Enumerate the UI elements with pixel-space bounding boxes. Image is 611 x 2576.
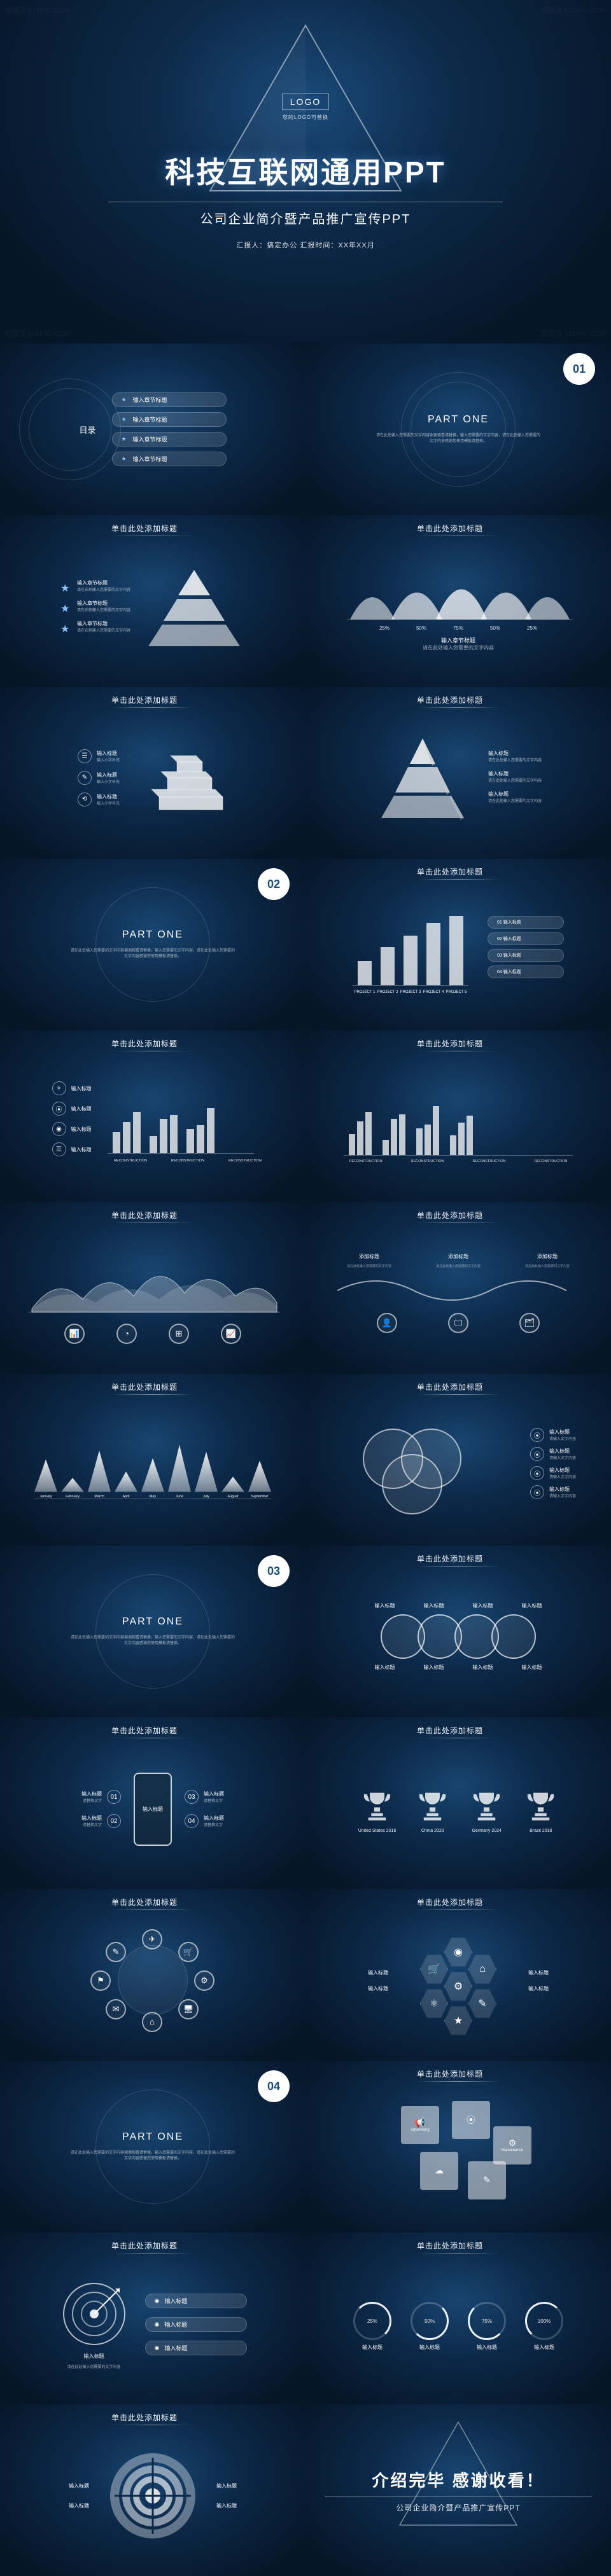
squares-slide: 单击此处添加标题 📢Advertising ⦿ ⚙Maintenance ☁ ✎: [306, 2061, 611, 2233]
list-item: ☰输入标题输入小字补充: [78, 749, 120, 763]
circles4-slide: 单击此处添加标题 输入标题输入标题输入标题输入标题 输入标题输入标题输入标题输入…: [306, 1546, 611, 1717]
area-chart: [25, 1249, 280, 1319]
peaks-chart: [344, 562, 573, 623]
dir-item: ★输入章节标题: [112, 392, 227, 407]
grid-icon: ⊞: [169, 1324, 189, 1344]
dials-slide: 单击此处添加标题 25%输入标题 50%输入标题 75%输入标题 100%输入标…: [306, 2233, 611, 2404]
cones9-slide: 单击此处添加标题 54%January 23%February 68%March…: [0, 1374, 306, 1546]
venn3-slide: 单击此处添加标题 ⦿输入标题请输入文字内容 ⦿输入标题请输入文字内容 ⦿输入标题…: [306, 1374, 611, 1546]
timeline-slide: 单击此处添加标题 添加标题请在此处输入您需要的文字内容 添加标题请在此处输入您需…: [306, 1202, 611, 1374]
peaks5-slide: 单击此处添加标题 25%50%75%50%25% 输入章节标题 请在此处输入您需…: [306, 515, 611, 687]
part-desc: 请在此处输入您需要的文字内容谢谢观看请替换，输入您需要的文字内容，请在此处输入您…: [376, 433, 541, 445]
steps-3d: [139, 740, 228, 816]
watermark: 图精灵 616PIC.COM: [542, 328, 606, 338]
chart-icon: 📊: [64, 1324, 85, 1344]
part-03-divider: 03 PART ONE 请在此处输入您需要的文字内容谢谢观看请替换，输入您需要的…: [0, 1546, 306, 1717]
concentric-slide: 单击此处添加标题 输入标题 输入标题 输入标题 输入标题: [0, 2404, 306, 2576]
cover-slide: 图精灵 616PIC.COM 图精灵 616PIC.COM 图精灵 616PIC…: [0, 0, 611, 343]
cone-chart: 54%January 23%February 68%March 34%April…: [34, 1439, 271, 1499]
cover-meta: 汇报人：搞定办公 汇报时间：XX年XX月: [236, 240, 374, 250]
pyramid3d-slide: 单击此处添加标题 输入标题请在此处输入您需要的文字内容 输入标题请在此处输入您需…: [306, 687, 611, 859]
ending-slide: 介绍完毕 感谢收看！ 公司企业简介暨产品推广宣传PPT: [306, 2404, 611, 2576]
pyramid-chart: [143, 565, 245, 647]
part-04-divider: 04 PART ONE 请在此处输入您需要的文字内容谢谢观看请替换，输入您需要的…: [0, 2061, 306, 2233]
list-item: ✎输入标题输入小字补充: [78, 771, 120, 785]
hex-cluster: ◉ 🛒 ⌂ ⚙ ⚛ ✎ ★: [404, 1936, 512, 2025]
cover-subtitle: 公司企业简介暨产品推广宣传PPT: [200, 209, 411, 227]
squares-cluster: 📢Advertising ⦿ ⚙Maintenance ☁ ✎: [382, 2101, 535, 2203]
bars5-slide: 单击此处添加标题 PROJECT 1 PROJECT 2 PROJECT 3 P…: [306, 859, 611, 1030]
phone-slide: 单击此处添加标题 输入标题请替换文字01 输入标题请替换文字02 输入标题 03…: [0, 1717, 306, 1889]
trophy-row: United States 2018 China 2020 Germany 20…: [358, 1790, 559, 1833]
ending-subtitle: 公司企业简介暨产品推广宣传PPT: [396, 2502, 520, 2513]
dir-item: ★输入章节标题: [112, 412, 227, 427]
grouped-bars: [108, 1084, 254, 1154]
target-slide: 单击此处添加标题 输入标题 请在此处输入您需要的文字内容 ◉输入标题 ◉输入标题…: [0, 2233, 306, 2404]
watermark: 图精灵 616PIC.COM: [542, 5, 606, 15]
timeline-curve: [331, 1268, 586, 1313]
steps3d-slide: 单击此处添加标题 ☰输入标题输入小字补充 ✎输入标题输入小字补充 ⟲输入标题输入…: [0, 687, 306, 859]
concentric-chart: [108, 2451, 197, 2540]
circle-row: [384, 1614, 532, 1659]
bullets-bars-slide: 单击此处添加标题 ✧输入标题 ⦿输入标题 ◉输入标题 ☰输入标题 RECONST…: [0, 1030, 306, 1202]
icon-ring: ✈ 🛒 ⚙ 🖥 ⌂ ✉ ⚑ ✎: [83, 1926, 223, 2034]
dials-row: 25%输入标题 50%输入标题 75%输入标题 100%输入标题: [353, 2302, 563, 2351]
list-item: ⟲输入标题输入小字补充: [78, 793, 120, 807]
dir-item: ★输入章节标题: [112, 432, 227, 447]
wave-slide: 单击此处添加标题 📊 ◔ ⊞ 📈: [0, 1202, 306, 1374]
trend-icon: 📈: [221, 1324, 241, 1344]
grouped-bars-2: [344, 1086, 573, 1156]
part-badge: 01: [563, 353, 595, 385]
pie-icon: ◔: [116, 1324, 137, 1344]
venn-diagram: [341, 1422, 519, 1505]
target-icon: [59, 2279, 129, 2349]
triangle-decoration: [204, 19, 407, 197]
pyramid-slide: 单击此处添加标题 ★输入章节标题请在右侧输入您需要的文字内容 ★输入章节标题请在…: [0, 515, 306, 687]
part-02-divider: 02 PART ONE 请在此处输入您需要的文字内容谢谢观看请替换，输入您需要的…: [0, 859, 306, 1030]
watermark: 图精灵 616PIC.COM: [5, 328, 69, 338]
logo-subtitle: 您的LOGO可替换: [283, 114, 328, 121]
grouped-bars-slide: 单击此处添加标题 RECONSTRUCTION RECONSTRUCTION R…: [306, 1030, 611, 1202]
watermark: 图精灵 616PIC.COM: [5, 5, 69, 15]
directory-slide: 目录 ★输入章节标题 ★输入章节标题 ★输入章节标题 ★输入章节标题: [0, 343, 306, 515]
dir-item: ★输入章节标题: [112, 452, 227, 466]
icon-ring-slide: 单击此处添加标题 ✈ 🛒 ⚙ 🖥 ⌂ ✉ ⚑ ✎: [0, 1889, 306, 2061]
phone-mockup: 输入标题: [134, 1773, 172, 1846]
pyramid-3d: [375, 732, 470, 821]
part-01-divider: 01 PART ONE 请在此处输入您需要的文字内容谢谢观看请替换，输入您需要的…: [306, 343, 611, 515]
bar-chart: PROJECT 1 PROJECT 2 PROJECT 3 PROJECT 4 …: [353, 916, 468, 986]
trophies-slide: 单击此处添加标题 United States 2018 China 2020 G…: [306, 1717, 611, 1889]
hex-slide: 单击此处添加标题 输入标题 输入标题 ◉ 🛒 ⌂ ⚙ ⚛ ✎ ★ 输入标题 输入…: [306, 1889, 611, 2061]
